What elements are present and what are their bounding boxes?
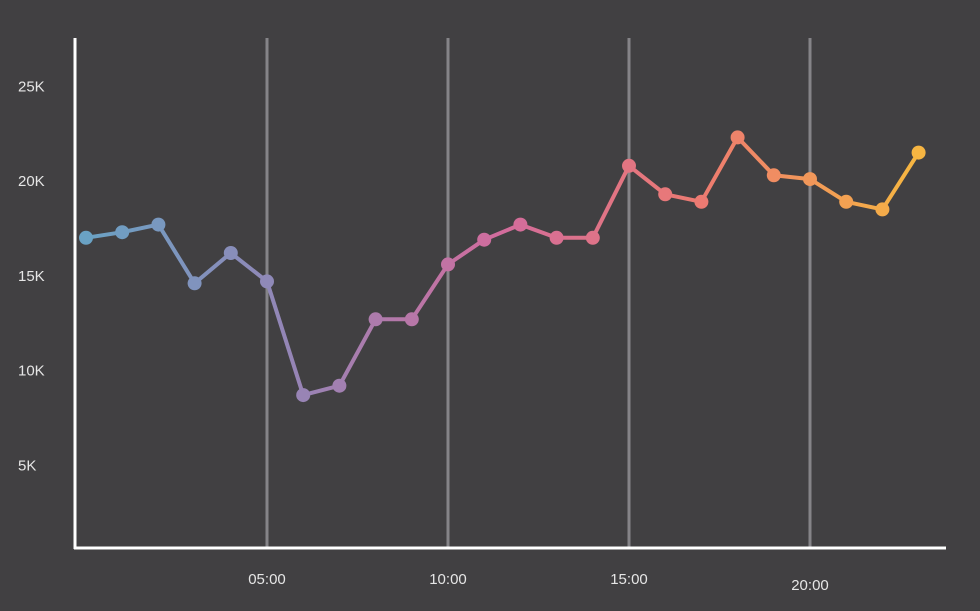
data-point	[79, 230, 93, 245]
data-point	[151, 217, 166, 232]
y-tick-label: 25K	[18, 78, 45, 95]
data-point	[839, 194, 854, 209]
data-point	[223, 246, 238, 260]
y-tick-label: 15K	[18, 268, 45, 285]
y-tick-labels: 5K 10K 15K 20K 25K	[18, 78, 45, 474]
data-point	[187, 276, 202, 291]
x-tick-label: 10:00	[429, 571, 467, 588]
data-point	[875, 202, 890, 217]
data-point	[477, 232, 492, 247]
data-points	[79, 130, 926, 403]
series-line	[84, 135, 921, 398]
data-point	[260, 274, 274, 289]
data-point	[658, 187, 673, 202]
data-point	[441, 257, 455, 272]
series-line-layer	[84, 135, 921, 398]
data-point	[730, 130, 745, 145]
data-point	[694, 194, 709, 209]
data-point	[513, 217, 528, 232]
data-point	[115, 225, 130, 240]
data-point	[296, 388, 311, 403]
data-point	[368, 312, 383, 327]
data-point	[585, 230, 600, 245]
y-tick-label: 10K	[18, 363, 45, 380]
x-tick-labels: 05:00 10:00 15:00 20:00	[248, 571, 829, 594]
data-point	[622, 158, 636, 173]
y-tick-label: 5K	[18, 457, 36, 474]
data-point	[404, 312, 419, 327]
gridlines	[265, 38, 812, 548]
x-tick-label: 15:00	[610, 571, 648, 588]
x-tick-label: 20:00	[791, 577, 829, 594]
y-tick-label: 20K	[18, 173, 45, 190]
axes	[73, 38, 946, 550]
data-point	[332, 378, 347, 393]
data-point	[911, 145, 926, 160]
data-point	[766, 168, 781, 183]
data-point	[549, 230, 564, 245]
data-point	[803, 172, 817, 187]
x-tick-label: 05:00	[248, 571, 286, 588]
